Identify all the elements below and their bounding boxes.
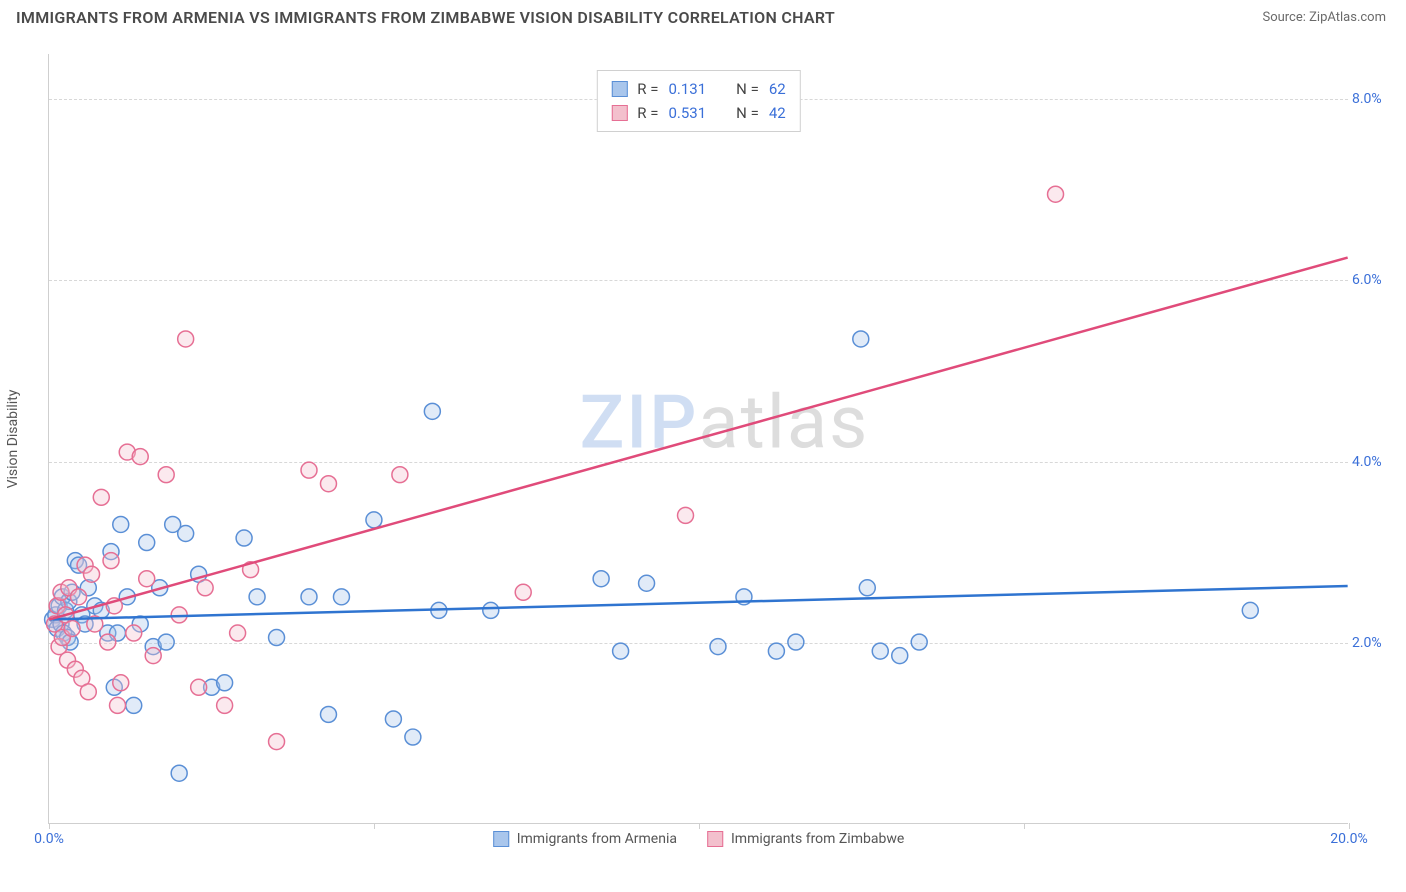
x-tick: [374, 823, 375, 829]
x-tick-label: 20.0%: [1330, 831, 1368, 847]
n-value-zimbabwe: 42: [769, 101, 786, 125]
x-tick: [699, 823, 700, 829]
stats-row-zimbabwe: R = 0.531 N = 42: [611, 101, 785, 125]
r-label: R =: [637, 101, 658, 125]
x-tick-label: 0.0%: [34, 831, 64, 847]
legend-item-zimbabwe: Immigrants from Zimbabwe: [707, 831, 904, 847]
r-value-armenia: 0.131: [668, 77, 706, 101]
y-tick-label: 2.0%: [1352, 635, 1396, 651]
chart-container: Vision Disability 2.0%4.0%6.0%8.0% 0.0%2…: [48, 44, 1386, 844]
n-label: N =: [736, 77, 759, 101]
swatch-armenia: [611, 81, 627, 97]
legend-item-armenia: Immigrants from Armenia: [493, 831, 677, 847]
swatch-armenia-bottom: [493, 831, 509, 847]
y-axis-label: Vision Disability: [5, 389, 21, 488]
chart-header: IMMIGRANTS FROM ARMENIA VS IMMIGRANTS FR…: [0, 0, 1406, 33]
n-label: N =: [736, 101, 759, 125]
trend-line-zimbabwe: [49, 258, 1347, 620]
x-tick: [1349, 823, 1350, 829]
source-label: Source: ZipAtlas.com: [1262, 10, 1386, 25]
plot-area: Vision Disability 2.0%4.0%6.0%8.0% 0.0%2…: [48, 54, 1348, 824]
legend-label-armenia: Immigrants from Armenia: [517, 831, 677, 847]
r-label: R =: [637, 77, 658, 101]
stats-row-armenia: R = 0.131 N = 62: [611, 77, 785, 101]
bottom-legend: Immigrants from Armenia Immigrants from …: [493, 831, 905, 847]
x-tick: [1024, 823, 1025, 829]
stats-legend: R = 0.131 N = 62 R = 0.531 N = 42: [596, 70, 800, 132]
x-tick: [49, 823, 50, 829]
y-tick-label: 8.0%: [1352, 91, 1396, 107]
y-tick-label: 6.0%: [1352, 272, 1396, 288]
chart-title: IMMIGRANTS FROM ARMENIA VS IMMIGRANTS FR…: [16, 8, 835, 27]
n-value-armenia: 62: [769, 77, 786, 101]
trend-lines-layer: [49, 54, 1348, 823]
y-tick-label: 4.0%: [1352, 454, 1396, 470]
trend-line-armenia: [49, 586, 1347, 619]
r-value-zimbabwe: 0.531: [668, 101, 706, 125]
swatch-zimbabwe: [611, 105, 627, 121]
swatch-zimbabwe-bottom: [707, 831, 723, 847]
legend-label-zimbabwe: Immigrants from Zimbabwe: [731, 831, 904, 847]
